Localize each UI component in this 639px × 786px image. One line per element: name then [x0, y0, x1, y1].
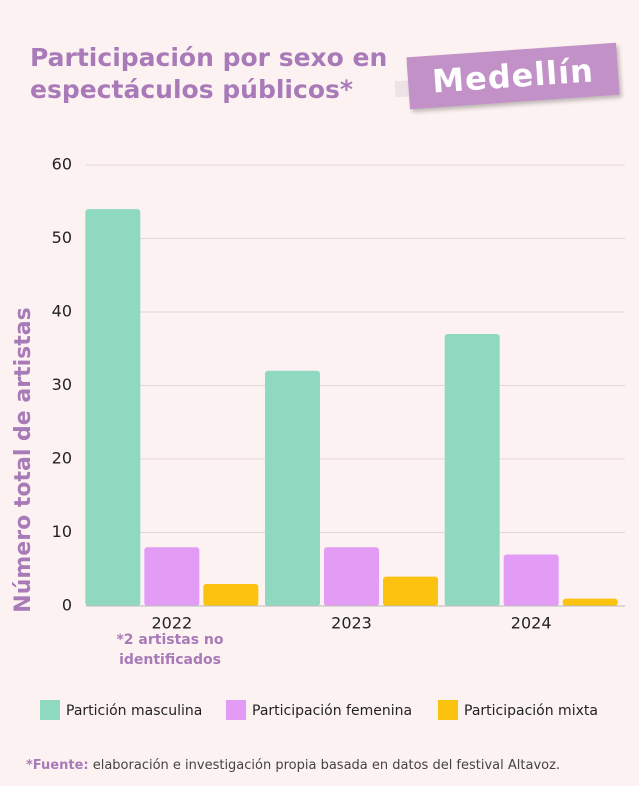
legend-label: Participación femenina	[252, 703, 412, 719]
bar	[444, 334, 500, 606]
bar	[85, 209, 141, 606]
y-tick-label: 20	[52, 449, 72, 468]
bar	[203, 583, 259, 606]
y-tick-label: 60	[52, 155, 72, 174]
bar	[265, 370, 320, 606]
y-tick-label: 40	[52, 302, 72, 321]
bar	[562, 598, 618, 606]
footnote: *Fuente: elaboración e investigación pro…	[26, 758, 560, 773]
y-axis-label: Número total de artistas	[11, 307, 36, 612]
bar	[324, 547, 379, 606]
bar	[503, 554, 559, 606]
y-tick-label: 10	[52, 522, 72, 541]
annotation: *2 artistas no identificados	[116, 632, 224, 668]
bar	[383, 576, 438, 606]
legend-label: Participación mixta	[464, 703, 598, 719]
footnote-label: *Fuente:	[26, 758, 89, 773]
x-tick-label: 2023	[331, 614, 372, 633]
legend-label: Partición masculina	[66, 703, 202, 719]
legend-swatch	[226, 700, 246, 720]
footnote-text: elaboración e investigación propia basad…	[88, 758, 561, 773]
bar	[144, 547, 200, 606]
y-tick-label: 30	[52, 375, 72, 394]
y-tick-label: 0	[62, 596, 72, 615]
x-tick-label: 2024	[511, 614, 552, 633]
legend-swatch	[438, 700, 458, 720]
legend-swatch	[40, 700, 60, 720]
chart-title: Participación por sexo en espectáculos p…	[30, 43, 388, 104]
y-tick-label: 50	[52, 228, 72, 247]
x-tick-label: 2022	[151, 614, 192, 633]
